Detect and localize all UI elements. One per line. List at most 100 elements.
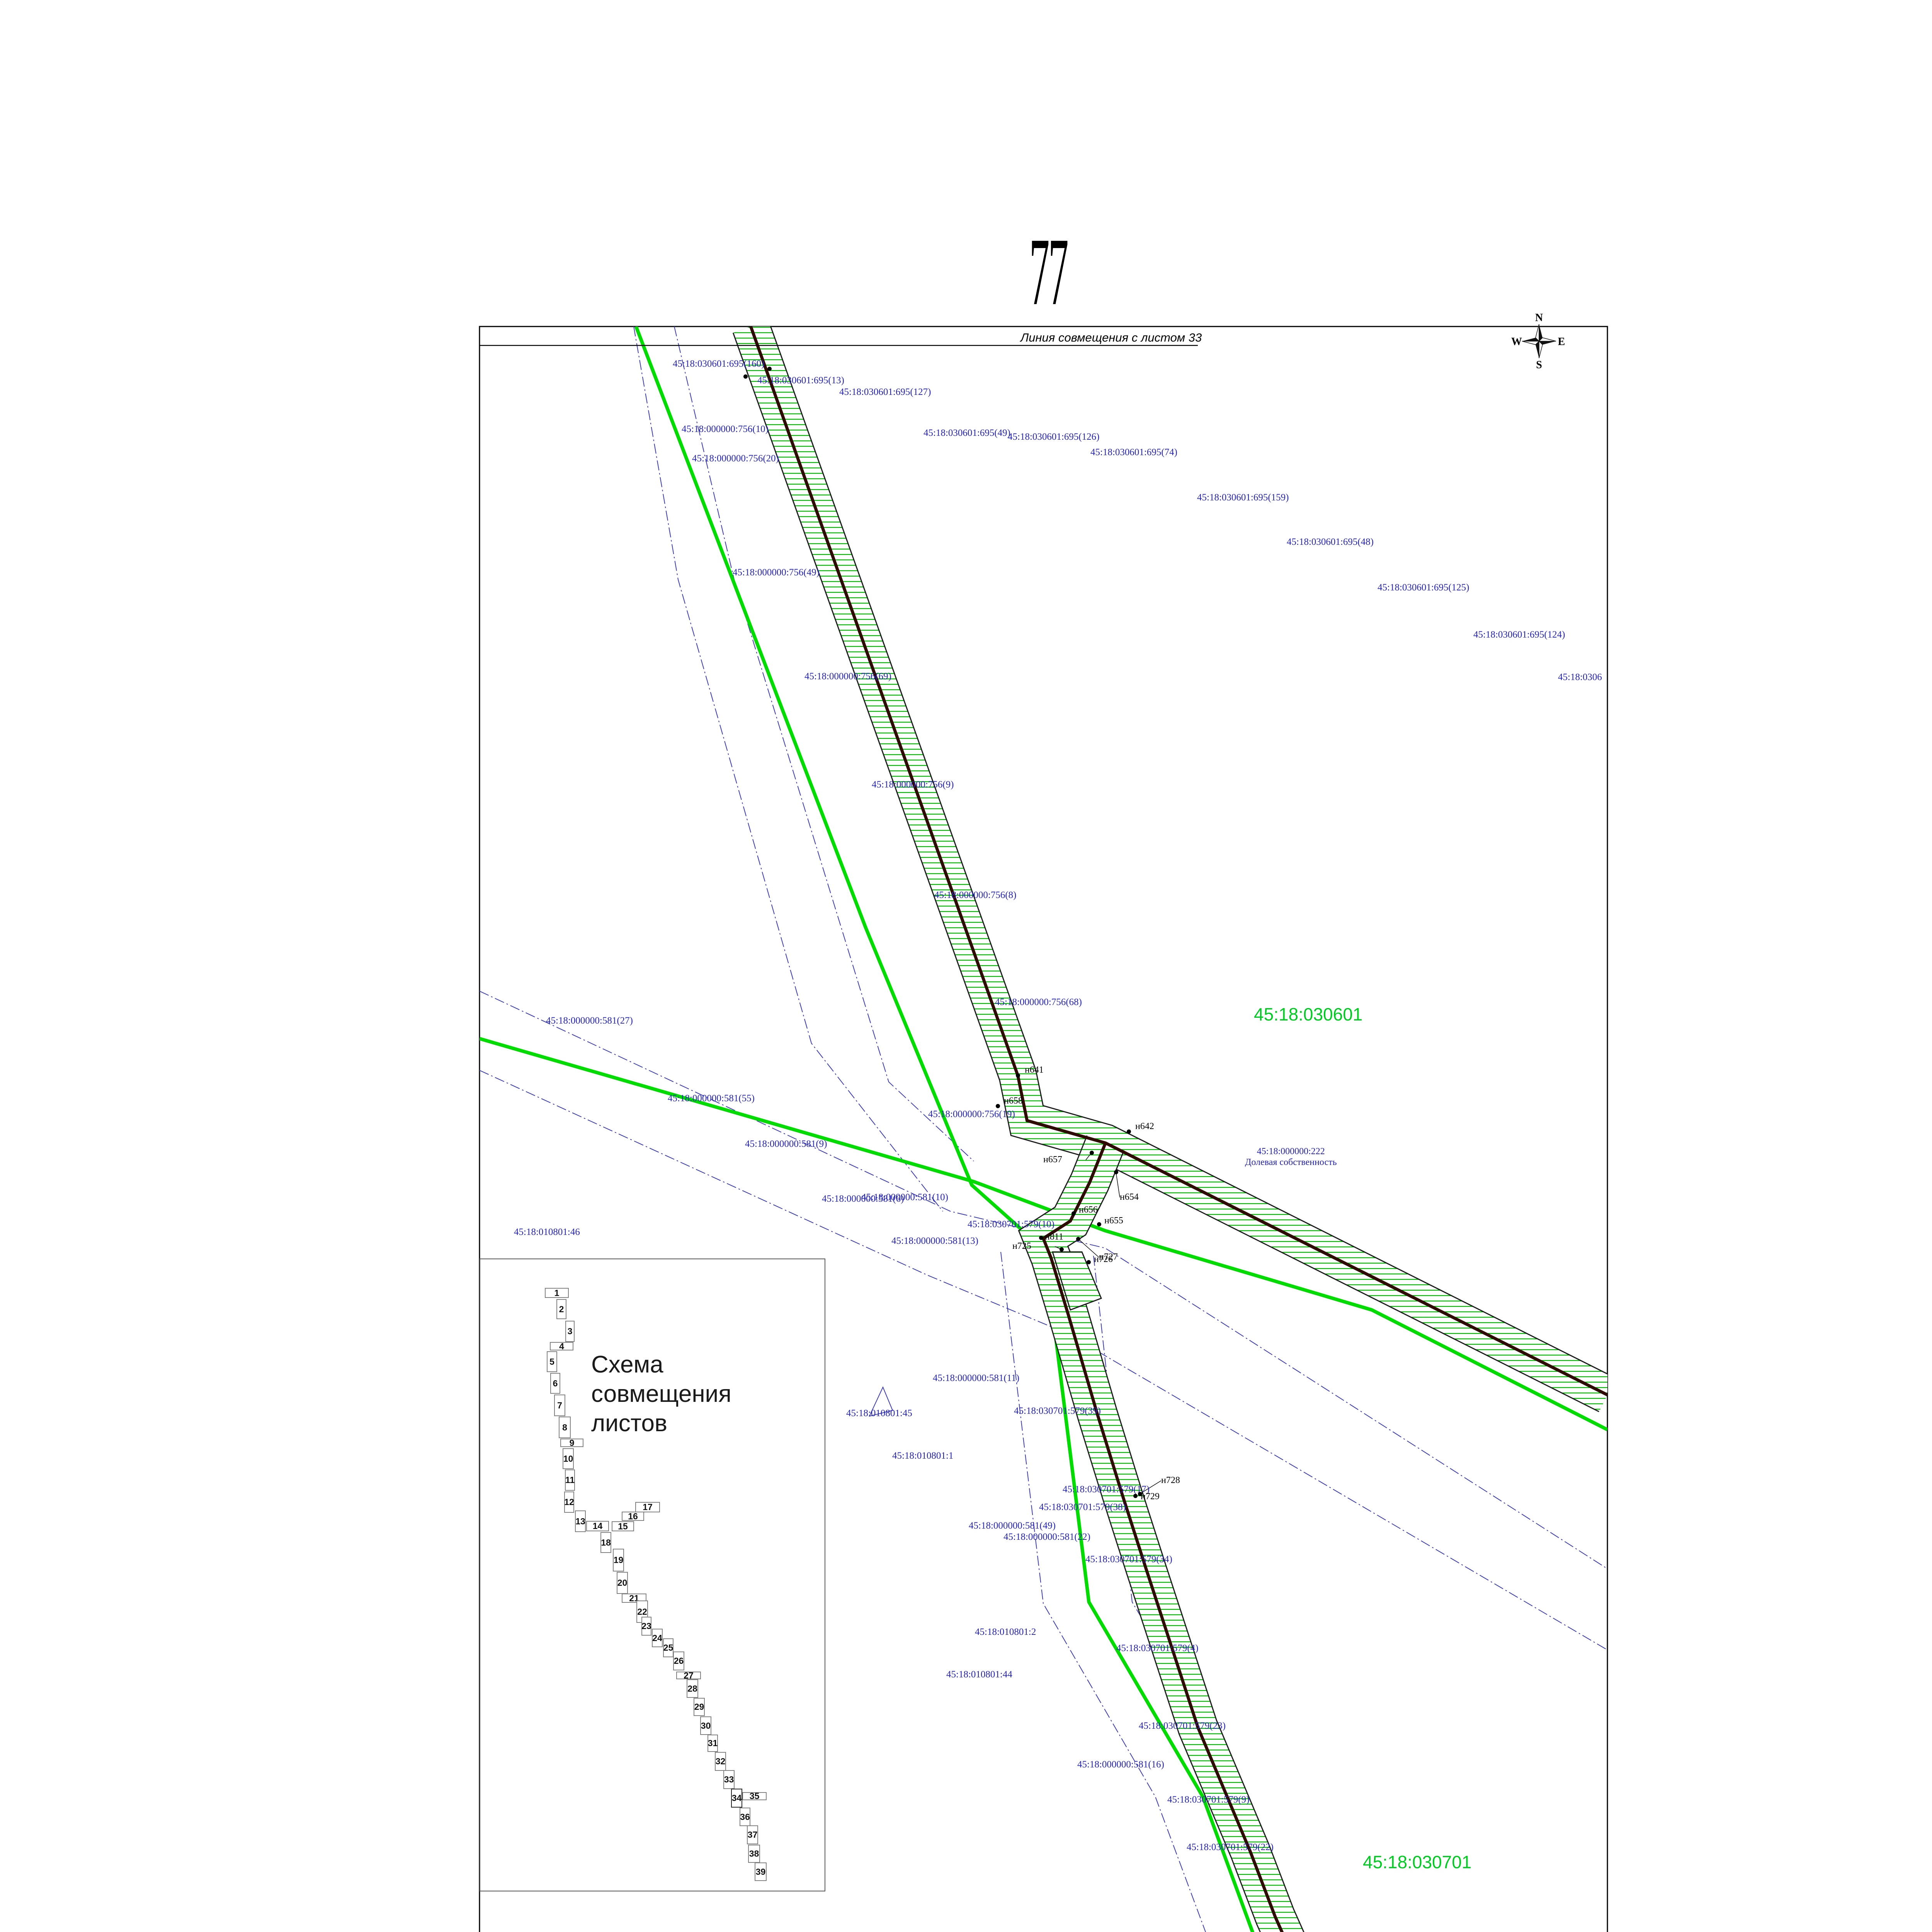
page-number: 77 — [1029, 218, 1069, 325]
parcel-label: 45:18:000000:581(9) — [745, 1139, 827, 1149]
inset-sheet-29: 29 — [694, 1698, 705, 1716]
inset-sheet-39: 39 — [755, 1862, 767, 1881]
inset-sheet-32: 32 — [715, 1752, 726, 1771]
inset-sheet-15: 15 — [612, 1521, 634, 1531]
parcel-label: 45:18:000000:756(69) — [804, 671, 891, 682]
point-label: н657 — [1043, 1155, 1062, 1165]
parcel-label: 45:18:030601:695(13) — [757, 375, 844, 386]
parcel-label: 45:18:030701:579(23) — [1139, 1721, 1226, 1731]
parcel-label: 45:18:030701:579(22) — [1187, 1842, 1274, 1852]
inset-title-line: Схема — [591, 1351, 663, 1378]
point-leader — [1078, 1238, 1099, 1258]
ownership-type: Долевая собственность — [1245, 1157, 1337, 1167]
inset-sheet-9: 9 — [560, 1438, 583, 1448]
point-label: н727 — [1099, 1252, 1118, 1262]
compass-s: S — [1536, 359, 1542, 371]
parcel-label: 45:18:030601:695(48) — [1287, 537, 1374, 547]
parcel-label: 45:18:010801:45 — [846, 1408, 912, 1418]
parcel-label: 45:18:000000:581(6) — [822, 1194, 904, 1204]
point-label: н728 — [1161, 1475, 1180, 1485]
boundary-point-dot — [1138, 1492, 1142, 1496]
inset-sheet-18: 18 — [600, 1532, 611, 1553]
boundary-point-dot — [1059, 1247, 1064, 1252]
point-label: н641 — [1025, 1065, 1044, 1075]
inset-title-line: совмещения — [591, 1381, 731, 1407]
parcel-label: 45:18:000000:756(9) — [872, 779, 954, 790]
boundary-point-dot — [1133, 1493, 1138, 1498]
parcel-label: 45:18:030601:695(160) — [673, 359, 765, 369]
parcel-label: 45:18:030601:695(127) — [839, 387, 931, 397]
quarter-boundary-lines — [480, 327, 1607, 1932]
boundary-point-dot — [1114, 1170, 1118, 1174]
parcel-label: 45:18:010801:44 — [946, 1669, 1012, 1680]
parcel-label: 45:18:030701:579(34) — [1085, 1554, 1172, 1565]
parcel-label: 45:18:000000:756(10) — [682, 424, 769, 434]
inset-sheet-2: 2 — [556, 1299, 566, 1319]
parcel-label: 45:18:030701:579(4) — [1116, 1643, 1199, 1653]
inset-sheet-20: 20 — [617, 1572, 628, 1594]
boundary-point-dot — [1086, 1260, 1091, 1264]
inset-sheet-30: 30 — [700, 1716, 711, 1735]
parcel-label: 45:18:000000:581(10) — [861, 1192, 948, 1202]
boundary-point-dot — [995, 1104, 1000, 1108]
parcel-label: 45:18:030701:579(38) — [1039, 1502, 1126, 1512]
inset-sheet-6: 6 — [550, 1373, 560, 1394]
parcel-label: 45:18:030601:695(124) — [1473, 629, 1565, 640]
parcel-label: 45:18:000000:756(68) — [995, 997, 1082, 1007]
parcel-label: 45:18:030701:579(17) — [1063, 1484, 1150, 1495]
point-label: н811 — [1045, 1232, 1063, 1242]
inset-sheet-21: 21 — [622, 1593, 646, 1603]
inset-sheet-7: 7 — [554, 1395, 565, 1416]
parcel-label: 45:18:000000:756(49) — [733, 567, 820, 578]
parcel-label: 45:18:000000:581(27) — [546, 1015, 633, 1026]
compass-n: N — [1535, 312, 1543, 324]
compass-star — [1522, 324, 1556, 359]
parcel-label: 45:18:010801:1 — [892, 1451, 954, 1461]
inset-sheet-35: 35 — [742, 1791, 767, 1801]
boundary-point-dot — [767, 366, 772, 371]
parcel-label: 45:18:000000:581(22) — [1003, 1532, 1090, 1542]
inset-sheet-14: 14 — [586, 1521, 609, 1531]
inset-title-line: листов — [591, 1410, 667, 1437]
point-leader-lines — [1054, 1152, 1162, 1494]
ownership-cadnum: 45:18:000000:222 — [1257, 1146, 1325, 1156]
parcel-label: 45:18:000000:756(20) — [692, 453, 779, 464]
parcel-label: 45:18:010801:2 — [975, 1627, 1036, 1637]
parcel-label: 45:18:030701:579(10) — [968, 1219, 1054, 1230]
parcel-label: 45:18:030601:695(126) — [1008, 432, 1100, 442]
parcel-label: 45:18:010801:46 — [514, 1227, 580, 1237]
point-label: н655 — [1104, 1216, 1123, 1226]
quarter-label: 45:18:030701 — [1363, 1852, 1472, 1872]
point-label: н726 — [1094, 1254, 1113, 1264]
parcel-label: 45:18:000000:581(49) — [969, 1520, 1056, 1531]
compass-w: W — [1511, 336, 1522, 348]
inset-sheet-36: 36 — [740, 1808, 750, 1826]
parcel-label: 45:18:000000:581(11) — [933, 1373, 1020, 1383]
parcel-label: 45:18:0306 — [1558, 672, 1602, 682]
boundary-point-dot — [1071, 1211, 1076, 1216]
boundary-point-dot — [1076, 1236, 1080, 1241]
point-label: н656 — [1079, 1205, 1098, 1215]
parcel-label: 45:18:030601:695(125) — [1378, 582, 1469, 593]
point-label: н654 — [1120, 1192, 1139, 1202]
inset-sheet-28: 28 — [687, 1679, 698, 1698]
ownership-note: 45:18:000000:222 Долевая собственность — [1245, 1146, 1337, 1168]
boundary-point-dot — [1089, 1150, 1094, 1155]
inset-sheet-34: 34 — [731, 1789, 742, 1808]
parcel-label: 45:18:000000:581(55) — [668, 1093, 755, 1104]
point-leader — [1116, 1172, 1120, 1198]
boundary-point-dot — [1126, 1129, 1131, 1134]
inset-sheet-1: 1 — [545, 1288, 569, 1298]
boundary-point-dot — [1015, 1073, 1020, 1078]
point-label: н642 — [1135, 1121, 1154, 1131]
inset-sheet-8: 8 — [559, 1417, 571, 1438]
parcel-label: 45:18:030601:695(74) — [1090, 447, 1177, 457]
pipeline-axis — [749, 327, 1607, 1932]
parcel-label: 45:18:030601:695(49) — [923, 428, 1010, 438]
parcel-label: 45:18:030701:579(9) — [1167, 1794, 1250, 1805]
join-title-top: Линия совмещения с листом 33 — [1020, 331, 1202, 344]
parcel-label: 45:18:030601:695(159) — [1197, 492, 1289, 503]
parcel-label: 45:18:000000:581(13) — [891, 1236, 978, 1246]
inset-sheet-12: 12 — [564, 1492, 574, 1513]
